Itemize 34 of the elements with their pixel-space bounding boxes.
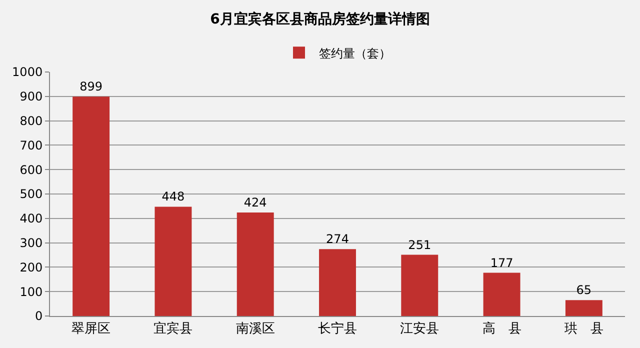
x-tick-label: 江安县 <box>400 320 440 337</box>
bar <box>483 272 520 316</box>
data-label: 274 <box>326 232 349 246</box>
bar <box>236 212 274 316</box>
bar <box>565 300 602 316</box>
y-tick-label: 1000 <box>12 65 43 80</box>
y-tick-label: 600 <box>20 162 43 177</box>
legend-label: 签约量（套） <box>319 46 391 60</box>
y-tick-label: 500 <box>20 187 43 202</box>
x-tick-label: 翠屏区 <box>72 322 111 337</box>
bar <box>319 249 356 316</box>
data-label: 899 <box>80 80 103 94</box>
y-tick-label: 100 <box>20 284 43 299</box>
x-tick-label: 宜宾县 <box>154 320 193 337</box>
y-tick-label: 900 <box>20 90 43 104</box>
data-label: 65 <box>576 283 592 298</box>
y-tick-label: 400 <box>20 212 43 226</box>
x-tick-label: 珙 县 <box>564 322 604 337</box>
data-label: 177 <box>490 256 514 270</box>
x-tick-label: 长宁县 <box>318 320 357 337</box>
y-tick-label: 800 <box>20 114 43 128</box>
bar <box>154 206 192 316</box>
data-label: 251 <box>408 238 432 252</box>
bar <box>72 96 110 316</box>
data-label: 448 <box>162 190 185 204</box>
y-tick-label: 300 <box>20 236 43 250</box>
y-tick-label: 200 <box>20 260 43 274</box>
x-tick-label: 南溪区 <box>236 322 275 337</box>
y-tick-label: 700 <box>20 138 43 152</box>
data-label: 424 <box>244 196 267 210</box>
chart-title: 6月宜宾各区县商品房签约量详情图 <box>210 10 430 28</box>
bar <box>401 254 438 316</box>
y-tick-label: 0 <box>34 309 43 324</box>
x-tick-label: 高 县 <box>482 320 522 337</box>
